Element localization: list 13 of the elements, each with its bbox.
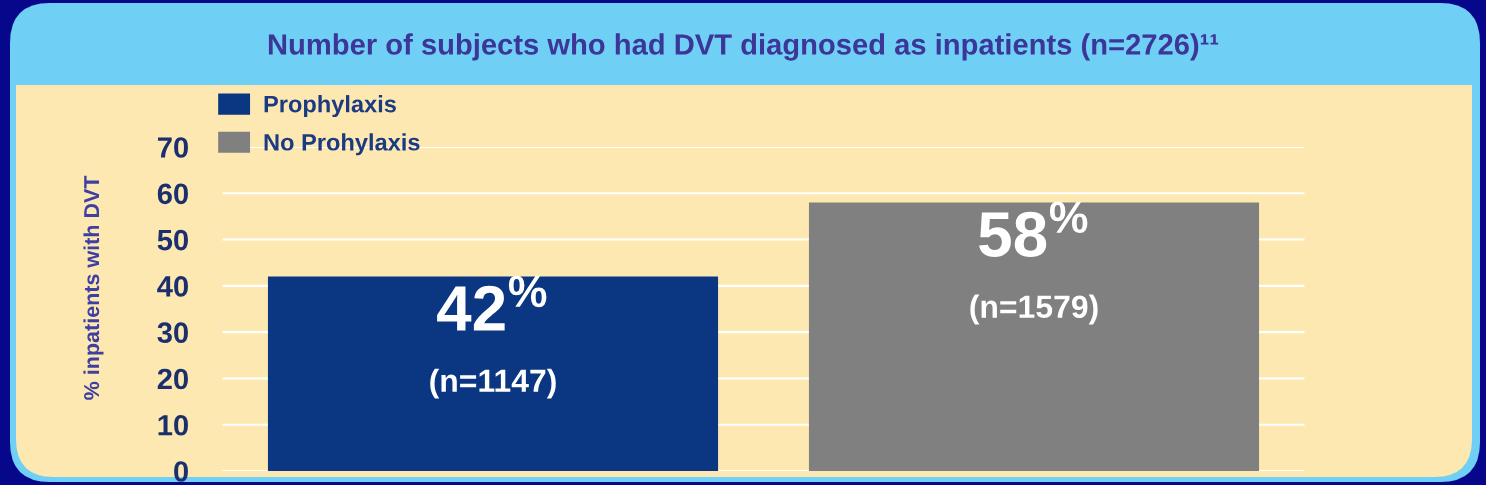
legend-label: No Prohylaxis (264, 133, 420, 156)
y-tick-label: 30 (157, 322, 188, 344)
y-tick-label: 50 (157, 229, 188, 251)
chart-title: Number of subjects who had DVT diagnosed as inpatients (n=2726)¹¹ (268, 33, 1219, 61)
y-tick-label: 10 (158, 414, 188, 436)
y-tick-label: 40 (157, 276, 188, 297)
y-tick-label: 20 (157, 368, 188, 390)
text: 42$^{%}$ (n=1147) (430, 275, 556, 399)
legend-label: Prophylaxis (264, 95, 396, 118)
y-tick-label: 60 (157, 183, 188, 205)
y-tick-label: 70 (157, 137, 188, 158)
text: 58$^{%}$ (n=1579) (970, 201, 1098, 325)
y-axis-title: % inpatients with DVT (83, 175, 104, 400)
